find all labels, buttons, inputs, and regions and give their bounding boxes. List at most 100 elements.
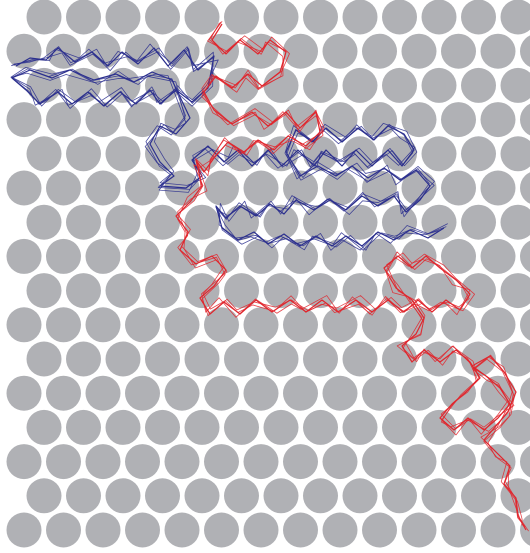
obstacle-disc (441, 102, 476, 138)
obstacle-disc (342, 204, 378, 240)
obstacle-disc (263, 273, 299, 309)
obstacle-disc (263, 0, 299, 35)
obstacle-disc (401, 102, 437, 138)
obstacle-disc (303, 204, 338, 240)
obstacle-disc (322, 170, 358, 206)
obstacle-disc (303, 409, 338, 445)
obstacle-disc (461, 0, 496, 35)
obstacle-disc (401, 512, 437, 548)
obstacle-disc (322, 102, 358, 138)
obstacle-disc (125, 33, 160, 69)
obstacle-disc (480, 33, 516, 69)
obstacle-disc (421, 273, 457, 309)
obstacle-disc (441, 512, 476, 548)
obstacle-disc (283, 238, 318, 274)
obstacle-disc (382, 67, 417, 103)
obstacle-disc (46, 375, 81, 411)
obstacle-disc (243, 512, 279, 548)
obstacle-disc (6, 307, 42, 343)
obstacle-disc (500, 273, 530, 309)
obstacle-disc (283, 375, 318, 411)
obstacle-disc (382, 341, 417, 377)
obstacle-disc (224, 409, 259, 445)
obstacle-disc (263, 204, 299, 240)
obstacle-disc (125, 512, 160, 548)
obstacle-disc (46, 102, 81, 138)
obstacle-disc (125, 444, 160, 480)
obstacle-disc (362, 238, 397, 274)
obstacle-disc (26, 478, 62, 514)
obstacle-disc (224, 204, 259, 240)
obstacle-disc (85, 444, 121, 480)
obstacle-disc (145, 409, 180, 445)
obstacle-disc (145, 136, 180, 172)
obstacle-disc (125, 102, 160, 138)
obstacle-disc (401, 238, 437, 274)
obstacle-disc (520, 240, 530, 273)
blue-trajectory (10, 46, 440, 251)
obstacle-disc (204, 102, 239, 138)
obstacle-disc (342, 273, 378, 309)
obstacle-disc (441, 444, 476, 480)
obstacle-disc (461, 409, 496, 445)
obstacle-disc (322, 512, 358, 548)
obstacle-disc (184, 341, 220, 377)
obstacle-disc (243, 170, 279, 206)
obstacle-disc (85, 102, 121, 138)
obstacle-disc (421, 0, 457, 35)
obstacle-disc (520, 308, 530, 341)
obstacle-disc (26, 409, 62, 445)
obstacle-disc (461, 136, 496, 172)
obstacle-disc (401, 33, 437, 69)
obstacle-disc (26, 0, 62, 35)
obstacle-disc (85, 170, 121, 206)
obstacle-disc (382, 409, 417, 445)
trajectory-layer (10, 20, 529, 532)
obstacle-disc (382, 478, 417, 514)
obstacle-disc (303, 273, 338, 309)
obstacle-disc (322, 307, 358, 343)
obstacle-disc (145, 341, 180, 377)
obstacle-disc (46, 512, 81, 548)
obstacle-disc (263, 478, 299, 514)
obstacle-lattice (6, 0, 530, 548)
obstacle-disc (480, 307, 516, 343)
obstacle-disc (6, 238, 42, 274)
obstacle-disc (461, 67, 496, 103)
obstacle-disc (26, 204, 62, 240)
obstacle-disc (401, 375, 437, 411)
obstacle-disc (520, 35, 530, 68)
obstacle-disc (520, 445, 530, 478)
obstacle-disc (401, 307, 437, 343)
obstacle-disc (480, 512, 516, 548)
obstacle-disc (6, 33, 42, 69)
obstacle-disc (105, 341, 141, 377)
obstacle-disc (66, 409, 101, 445)
obstacle-disc (500, 67, 530, 103)
obstacle-disc (224, 478, 259, 514)
obstacle-disc (362, 33, 397, 69)
obstacle-disc (204, 512, 239, 548)
obstacle-disc (382, 136, 417, 172)
obstacle-disc (461, 204, 496, 240)
obstacle-disc (283, 512, 318, 548)
obstacle-disc (520, 172, 530, 204)
obstacle-disc (145, 204, 180, 240)
obstacle-disc (6, 444, 42, 480)
obstacle-disc (362, 444, 397, 480)
obstacle-disc (461, 341, 496, 377)
obstacle-disc (66, 67, 101, 103)
blue-trajectory (11, 47, 445, 247)
obstacle-disc (263, 409, 299, 445)
obstacle-disc (303, 67, 338, 103)
obstacle-disc (105, 273, 141, 309)
obstacle-disc (441, 375, 476, 411)
obstacle-disc (362, 102, 397, 138)
obstacle-disc (105, 409, 141, 445)
obstacle-disc (263, 341, 299, 377)
obstacle-disc (243, 307, 279, 343)
obstacle-disc (421, 136, 457, 172)
obstacle-disc (441, 307, 476, 343)
obstacle-disc (224, 273, 259, 309)
obstacle-disc (500, 341, 530, 377)
